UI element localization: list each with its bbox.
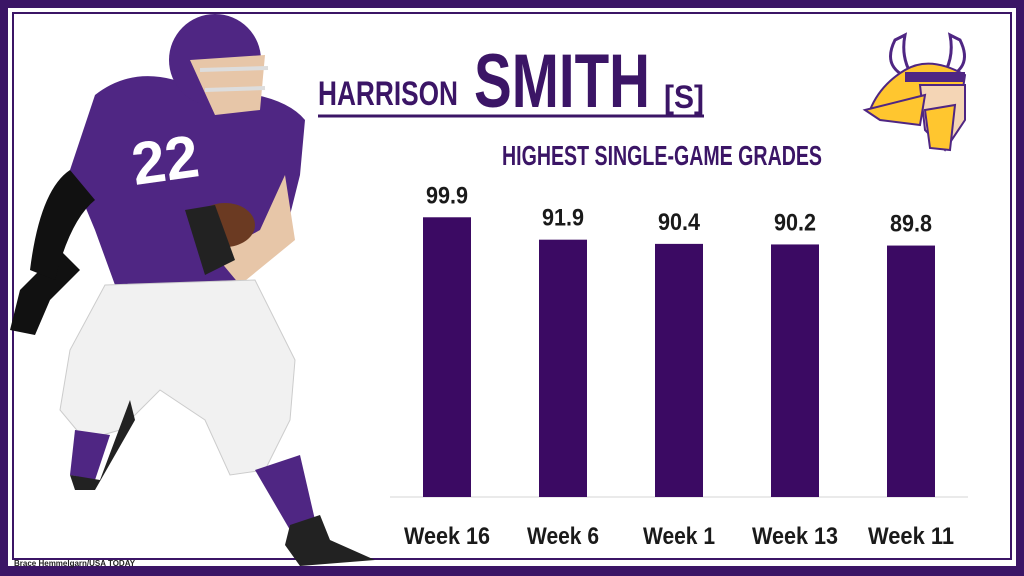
player-photo: 22: [10, 14, 375, 566]
value-label: 89.8: [890, 211, 932, 238]
bar: [771, 244, 819, 497]
bar: [655, 243, 703, 497]
title-position: [S]: [664, 79, 704, 115]
team-logo: [862, 32, 967, 152]
x-tick-label: Week 11: [868, 523, 954, 550]
value-label: 90.2: [774, 209, 816, 236]
subtitle: HIGHEST SINGLE-GAME GRADES: [502, 140, 822, 171]
title-last: SMITH: [474, 39, 650, 124]
svg-text:22: 22: [127, 122, 202, 198]
value-label: 90.4: [658, 209, 701, 236]
bar: [423, 217, 471, 497]
panel-border: [12, 12, 1012, 560]
bar: [887, 245, 935, 497]
photo-credit: Brace Hemmelgarn/USA TODAY: [14, 559, 136, 568]
value-label: 91.9: [542, 205, 584, 232]
x-tick-label: Week 6: [527, 523, 599, 550]
value-label: 99.9: [426, 182, 468, 209]
x-tick-label: Week 16: [404, 523, 490, 550]
bar: [539, 239, 587, 497]
title-first: HARRISON: [318, 75, 458, 113]
x-tick-label: Week 13: [752, 523, 838, 550]
x-tick-label: Week 1: [643, 523, 715, 550]
